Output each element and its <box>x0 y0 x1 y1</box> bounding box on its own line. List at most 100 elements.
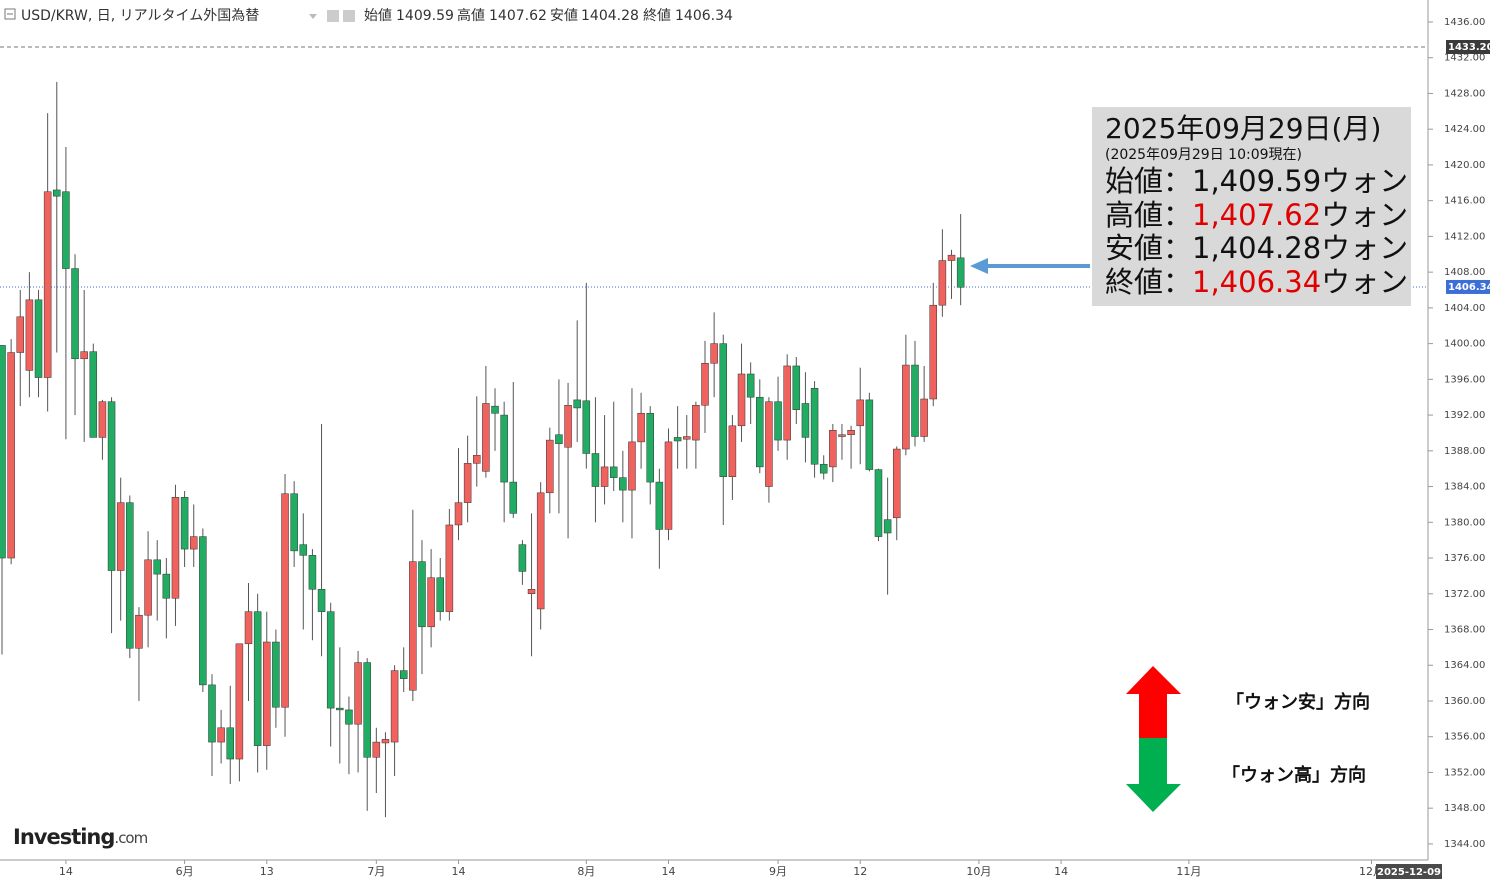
candle-body <box>308 555 317 590</box>
high-value: 1407.62 <box>489 8 547 24</box>
x-tick-label: 6月 <box>176 865 194 878</box>
candle-body <box>226 727 234 760</box>
price-line-label: 1406.34 <box>1448 282 1490 293</box>
candle-body <box>171 497 180 599</box>
y-tick-label: 1376.00 <box>1444 553 1485 564</box>
down-arrow <box>1126 738 1181 812</box>
candle-body <box>208 684 216 743</box>
settings-icon[interactable] <box>343 10 355 22</box>
candle-body <box>144 559 152 616</box>
info-value: 1,404.28 <box>1192 231 1322 265</box>
candle-body <box>43 191 52 378</box>
eye-icon[interactable] <box>327 10 339 22</box>
candle-body <box>619 477 627 491</box>
candle-body <box>591 453 600 487</box>
info-row: 始値：1,409.59ウォン <box>1105 164 1411 199</box>
candle-body <box>719 343 728 477</box>
collapse-icon[interactable] <box>4 8 16 20</box>
candle-body <box>381 739 390 744</box>
info-value: 1,409.59 <box>1192 164 1322 198</box>
candle-body <box>16 316 25 353</box>
candle-body <box>372 741 381 758</box>
x-tick-label: 7月 <box>367 865 385 878</box>
candle-body <box>135 614 143 649</box>
candle-body <box>783 365 791 441</box>
candle-body <box>637 413 645 443</box>
candle-body <box>874 469 883 537</box>
candle-body <box>956 257 965 288</box>
x-tick-label: 10月 <box>966 865 991 878</box>
candle-body <box>153 559 161 575</box>
candle-body <box>290 493 298 552</box>
candle-body <box>299 544 308 556</box>
x-tick-label: 14 <box>1054 865 1068 878</box>
y-tick-label: 1432.00 <box>1444 53 1485 64</box>
candle-body <box>71 268 79 360</box>
info-unit: ウォン <box>1321 264 1409 299</box>
x-tick-label: 14 <box>661 865 675 878</box>
candle-body <box>34 299 43 378</box>
candle-body <box>829 430 837 468</box>
candle-body <box>491 405 499 414</box>
candle-body <box>902 364 910 450</box>
candle-body <box>189 536 198 550</box>
candle-body <box>774 401 782 441</box>
info-unit: ウォン <box>1321 197 1409 232</box>
candle-body <box>856 399 864 427</box>
info-value: 1,407.62 <box>1192 197 1322 232</box>
candle-body <box>555 434 563 444</box>
dropdown-caret[interactable] <box>309 14 317 19</box>
candle-body <box>107 401 116 571</box>
x-tick-label: 14 <box>59 865 73 878</box>
info-row: 終値：1,406.34ウォン <box>1105 264 1411 300</box>
candle-body <box>546 439 554 494</box>
candle-body <box>263 641 271 746</box>
info-label: 終値： <box>1105 264 1193 299</box>
candle-body <box>883 519 892 534</box>
candle-body <box>482 403 490 472</box>
legend-up: 「ウォン安」方向 <box>1226 691 1370 713</box>
symbol: USD/KRW, 日, リアルタイム外国為替 <box>21 8 259 24</box>
candle-body <box>536 492 545 610</box>
candle-body <box>801 403 810 438</box>
info-label: 安値： <box>1105 231 1193 265</box>
candle-body <box>673 437 682 442</box>
logo-suffix: .com <box>114 829 147 847</box>
candle-body <box>436 577 444 612</box>
candle-body <box>892 448 901 519</box>
candle-body <box>53 189 61 197</box>
candle-body <box>345 709 353 725</box>
candle-body <box>317 589 326 612</box>
x-tick-label: 14 <box>452 865 466 878</box>
candle-body <box>865 399 874 470</box>
candle-body <box>445 524 454 612</box>
high-line-label: 1433.20 <box>1448 42 1490 53</box>
candle-body <box>792 365 801 410</box>
y-tick-label: 1384.00 <box>1444 482 1485 493</box>
y-tick-label: 1344.00 <box>1444 839 1485 850</box>
candle-body <box>399 670 408 679</box>
y-tick-label: 1408.00 <box>1444 267 1485 278</box>
candle-body <box>162 573 171 599</box>
low-label: 安値 <box>550 8 578 24</box>
y-tick-label: 1416.00 <box>1444 196 1485 207</box>
candle-body <box>89 351 98 438</box>
y-tick-label: 1412.00 <box>1444 231 1485 242</box>
candle-body <box>217 727 225 743</box>
candle-body <box>272 641 280 708</box>
candle-body <box>326 611 335 709</box>
info-date: 2025年09月29日(月) <box>1105 112 1382 145</box>
y-tick-label: 1404.00 <box>1444 303 1485 314</box>
candle-body <box>929 304 938 400</box>
candle-body <box>427 577 435 628</box>
candle-body <box>473 455 481 464</box>
candle-body <box>911 364 919 437</box>
candle-body <box>509 481 518 514</box>
info-row: 高値：1,407.62ウォン <box>1105 197 1411 233</box>
candle-body <box>701 363 709 406</box>
pointer-arrow-head <box>970 258 988 274</box>
up-arrow <box>1126 666 1181 738</box>
y-tick-label: 1348.00 <box>1444 803 1485 814</box>
y-tick-label: 1400.00 <box>1444 339 1485 350</box>
